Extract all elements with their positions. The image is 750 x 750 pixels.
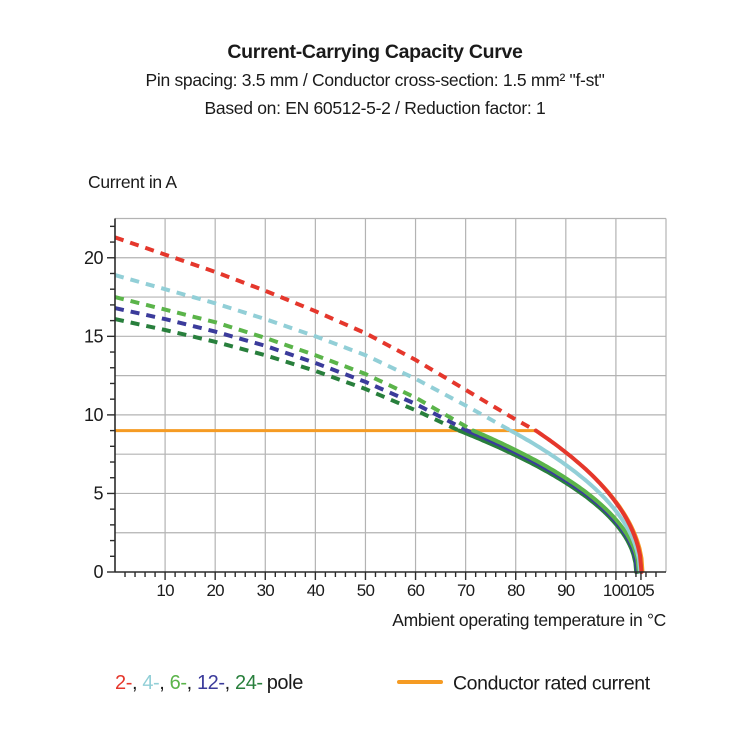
y-tick-label: 10 [84, 405, 104, 425]
x-tick-label: 40 [307, 581, 325, 600]
series-dashed-4-pole [114, 273, 512, 433]
series-solid-4-pole [508, 428, 642, 574]
legend-pole-item: 4- [142, 672, 160, 694]
legend-pole-item: 2- [115, 672, 132, 694]
y-axis-title: Current in A [88, 172, 177, 192]
x-tick-label: 60 [407, 581, 425, 600]
series-dashed-6-pole [114, 295, 475, 433]
x-tick-label: 10 [156, 581, 174, 600]
legend-pole-item: 24- [234, 672, 263, 694]
legend-pole-suffix: pole [266, 672, 304, 694]
legend-pole-item: 6- [169, 672, 187, 694]
rated-current-line-swatch [397, 680, 443, 685]
x-tick-label: 70 [457, 581, 475, 600]
x-tick-label: 30 [257, 581, 275, 600]
x-axis-title: Ambient operating temperature in °C [392, 610, 666, 630]
series-solid-12-pole [465, 428, 640, 574]
legend-separator: , [159, 672, 170, 694]
y-tick-label: 5 [93, 483, 103, 503]
x-tick-label: 20 [207, 581, 225, 600]
y-tick-label: 0 [93, 562, 103, 582]
legend-separator: , [224, 672, 235, 694]
rated-current-label: Conductor rated current [453, 672, 650, 695]
series-dashed-12-pole [114, 306, 469, 433]
x-tick-label: 50 [357, 581, 375, 600]
y-tick-label: 20 [84, 248, 104, 268]
pole-legend: 2-, 4-, 6-, 12-, 24- pole [115, 672, 303, 695]
y-tick-label: 15 [84, 326, 104, 346]
chart-header: Current-Carrying Capacity Curve Pin spac… [0, 38, 750, 122]
legend-separator: , [131, 672, 143, 694]
series-solid-2-pole [533, 428, 644, 574]
x-tick-label: 80 [507, 581, 525, 600]
rated-current-legend: Conductor rated current [397, 672, 650, 695]
series-dashed-24-pole [114, 317, 460, 433]
x-tick-label: 105 [628, 581, 654, 600]
x-tick-label: 90 [557, 581, 575, 600]
series-solid-6-pole [471, 428, 641, 574]
legend-separator: , [186, 672, 197, 694]
x-tick-label: 100 [603, 581, 629, 600]
series-dashed-2-pole [114, 235, 537, 433]
chart-subtitle-basis: Based on: EN 60512-5-2 / Reduction facto… [204, 98, 546, 118]
legend-pole-item: 12- [196, 672, 225, 694]
chart-title: Current-Carrying Capacity Curve [227, 41, 523, 63]
chart-subtitle-specs: Pin spacing: 3.5 mm / Conductor cross-se… [145, 70, 605, 90]
